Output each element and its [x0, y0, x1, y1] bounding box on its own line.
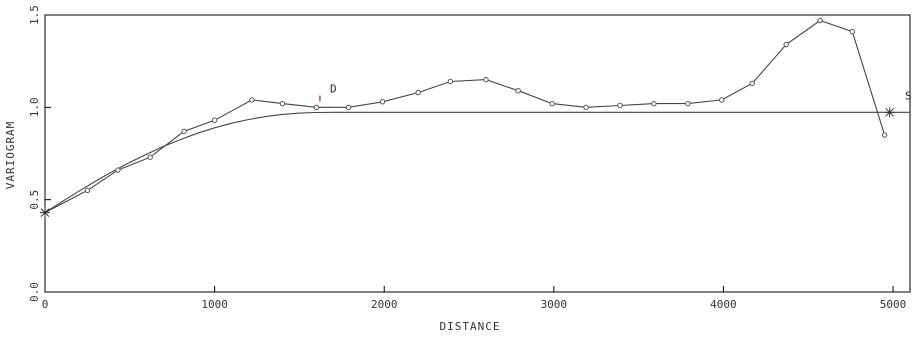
- data-point: [447, 78, 454, 85]
- data-point: [415, 89, 421, 96]
- sill-star-marker: [884, 107, 895, 118]
- y-axis-ticks: 0.0 0.5 1.0 1.5: [28, 5, 51, 302]
- data-point: [313, 104, 320, 111]
- y-tick-label: 0.5: [28, 190, 41, 210]
- series-layer: [44, 19, 910, 214]
- data-point: [279, 100, 286, 107]
- data-point: [617, 102, 623, 109]
- y-tick-label: 0.0: [28, 282, 41, 302]
- x-tick-label: 4000: [710, 298, 737, 311]
- data-point: [249, 97, 255, 103]
- data-point: [749, 80, 755, 87]
- annotation-layer: DS: [319, 83, 912, 102]
- data-point: [719, 97, 725, 103]
- data-point: [651, 100, 657, 107]
- plot-frame: [44, 14, 911, 293]
- x-axis-title: DISTANCE: [440, 320, 501, 333]
- model-line: [44, 111, 910, 214]
- x-tick-label: 5000: [880, 298, 907, 311]
- data-point: [181, 128, 187, 135]
- range-annotation-label: D: [330, 83, 337, 96]
- data-point: [345, 104, 352, 111]
- data-point: [211, 117, 218, 123]
- data-point: [849, 28, 856, 35]
- x-tick-label: 2000: [371, 298, 398, 311]
- data-point: [783, 41, 789, 48]
- x-axis-ticks: 0 1000 2000 3000 4000 5000: [42, 286, 907, 311]
- data-point: [881, 132, 888, 138]
- experimental-line: [44, 19, 886, 214]
- data-point: [817, 17, 823, 24]
- data-point: [685, 100, 691, 107]
- y-tick-label: 1.0: [28, 97, 41, 117]
- star-stroke: [40, 208, 50, 217]
- y-axis-title: VARIOGRAM: [4, 121, 17, 190]
- data-point: [115, 167, 121, 173]
- x-tick-label: 1000: [201, 298, 228, 311]
- data-point: [84, 187, 91, 194]
- data-point: [379, 99, 386, 105]
- nugget-star-marker: [40, 207, 50, 218]
- data-point: [549, 100, 555, 107]
- data-point: [583, 104, 589, 111]
- x-tick-label: 0: [42, 298, 49, 311]
- star-stroke: [885, 107, 895, 117]
- data-point: [483, 76, 489, 83]
- x-tick-label: 3000: [541, 298, 568, 311]
- data-point: [147, 154, 153, 160]
- y-tick-label: 1.5: [28, 5, 41, 25]
- data-point: [515, 88, 521, 94]
- marker-layer: [40, 17, 895, 218]
- sill-annotation-label: S: [905, 89, 912, 102]
